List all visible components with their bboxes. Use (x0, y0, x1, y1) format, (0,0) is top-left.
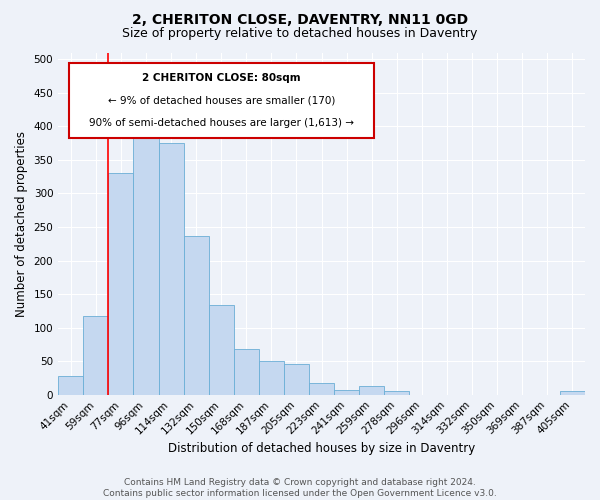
FancyBboxPatch shape (69, 63, 374, 138)
Text: ← 9% of detached houses are smaller (170): ← 9% of detached houses are smaller (170… (108, 96, 335, 106)
Bar (158, 143, 184, 395)
Bar (359, 386, 385, 394)
Bar (284, 364, 309, 394)
Bar (385, 390, 409, 394)
Bar (334, 390, 359, 394)
Bar (209, 306, 234, 394)
Bar (83, 316, 109, 394)
Bar (133, 136, 158, 394)
X-axis label: Distribution of detached houses by size in Daventry: Distribution of detached houses by size … (168, 442, 475, 455)
Y-axis label: Number of detached properties: Number of detached properties (15, 130, 28, 316)
Bar (184, 236, 209, 394)
Text: Size of property relative to detached houses in Daventry: Size of property relative to detached ho… (122, 28, 478, 40)
Bar (560, 390, 585, 394)
Text: 90% of semi-detached houses are larger (1,613) →: 90% of semi-detached houses are larger (… (89, 118, 354, 128)
Bar (109, 174, 133, 394)
Bar (259, 360, 284, 394)
Bar (309, 382, 334, 394)
Text: Contains HM Land Registry data © Crown copyright and database right 2024.
Contai: Contains HM Land Registry data © Crown c… (103, 478, 497, 498)
Text: 2 CHERITON CLOSE: 80sqm: 2 CHERITON CLOSE: 80sqm (142, 73, 301, 83)
Text: 2, CHERITON CLOSE, DAVENTRY, NN11 0GD: 2, CHERITON CLOSE, DAVENTRY, NN11 0GD (132, 12, 468, 26)
Bar (58, 376, 83, 394)
Bar (234, 349, 259, 395)
